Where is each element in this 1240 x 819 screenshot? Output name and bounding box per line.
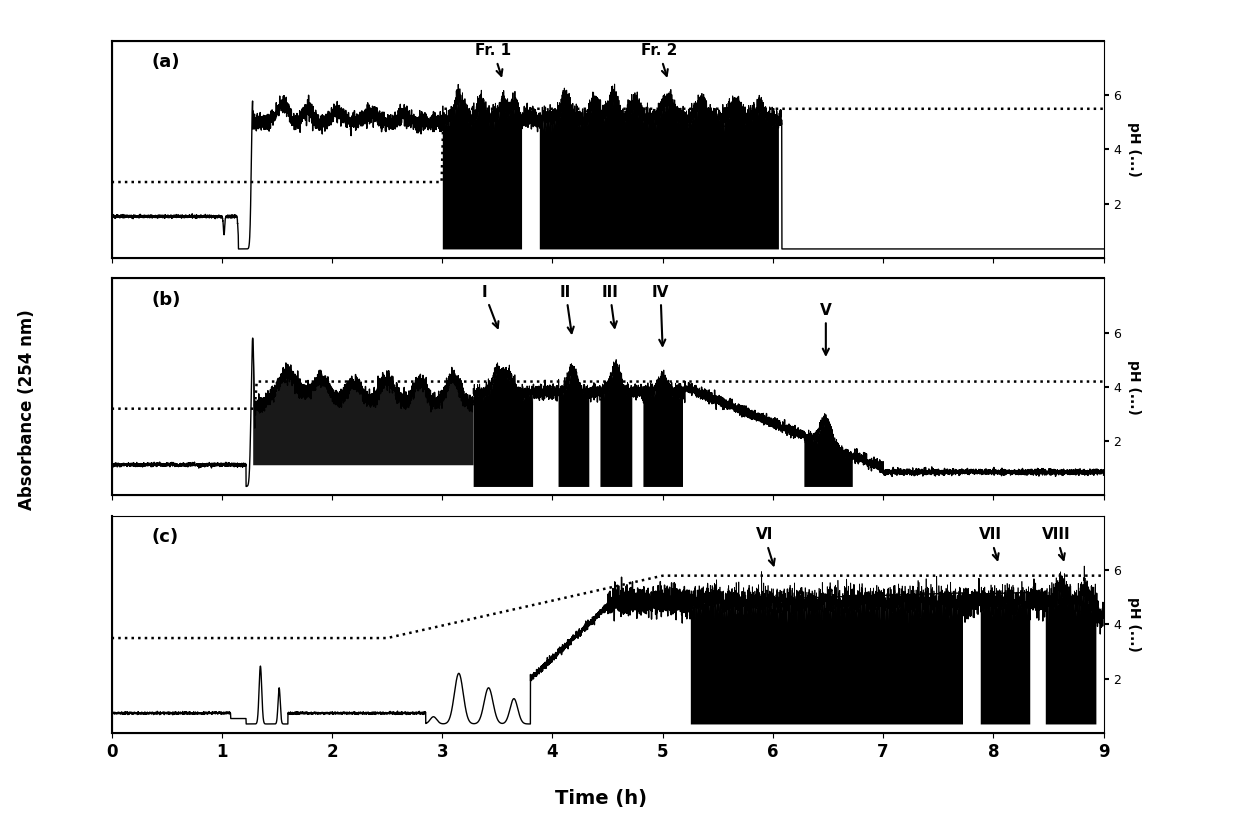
Y-axis label: pH (...): pH (...)	[1127, 122, 1141, 177]
Text: IV: IV	[652, 284, 670, 346]
Text: Absorbance (254 nm): Absorbance (254 nm)	[19, 309, 36, 510]
Text: VI: VI	[755, 527, 775, 565]
Text: V: V	[820, 303, 832, 355]
Text: (a): (a)	[151, 53, 180, 71]
Text: II: II	[560, 284, 574, 333]
Y-axis label: pH (...): pH (...)	[1127, 360, 1141, 414]
Text: III: III	[601, 284, 619, 328]
Text: I: I	[481, 284, 498, 328]
Text: VII: VII	[978, 527, 1002, 560]
Text: (b): (b)	[151, 291, 181, 309]
Text: Fr. 2: Fr. 2	[641, 43, 677, 76]
Text: (c): (c)	[151, 528, 179, 546]
Text: Time (h): Time (h)	[556, 789, 647, 808]
Text: VIII: VIII	[1042, 527, 1070, 560]
Text: Fr. 1: Fr. 1	[475, 43, 511, 76]
Y-axis label: pH (...): pH (...)	[1127, 597, 1141, 652]
